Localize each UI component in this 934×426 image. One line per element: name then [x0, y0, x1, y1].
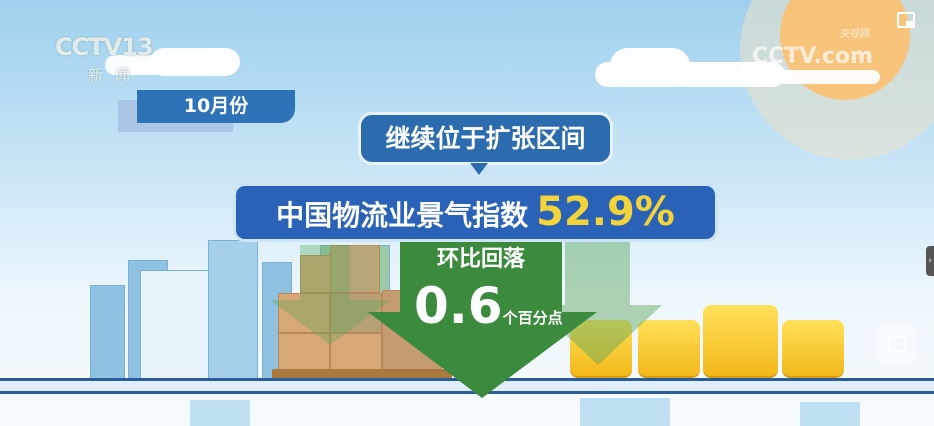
index-label: 中国物流业景气指数	[276, 199, 529, 232]
cargo-box	[330, 245, 380, 293]
building	[190, 400, 250, 426]
coin-stack	[782, 320, 844, 378]
cloud	[750, 70, 880, 84]
coin-stack	[638, 320, 700, 378]
cargo-box	[330, 333, 382, 371]
month-badge: 10月份	[137, 90, 295, 123]
change-value-group: 0.6个百分点	[410, 280, 580, 344]
bubble-tail	[470, 163, 488, 175]
screen-cast-icon[interactable]	[897, 12, 915, 28]
coin-stack	[703, 305, 778, 378]
picture-in-picture-icon[interactable]	[878, 326, 916, 364]
cloud	[150, 48, 240, 76]
coin-stack	[570, 320, 632, 378]
index-value: 52.9%	[536, 189, 675, 235]
cargo-box	[278, 333, 330, 371]
cloud	[610, 48, 690, 83]
down-arrow	[368, 240, 597, 398]
change-unit: 个百分点	[502, 309, 563, 327]
watermark-cn: 央视网	[840, 29, 870, 40]
side-panel-arrow-icon[interactable]: ›	[926, 246, 934, 276]
logo-subtitle: 新闻	[88, 66, 143, 84]
change-label: 环比回落	[436, 247, 525, 272]
building	[208, 240, 258, 380]
watermark: CCTV.com	[752, 44, 873, 69]
building	[800, 402, 860, 426]
building	[580, 398, 670, 426]
pallet	[272, 369, 452, 379]
cctv13-logo: CCTV13	[55, 33, 154, 61]
change-value: 0.6	[414, 277, 503, 335]
faded-arrow-left	[270, 245, 390, 345]
cargo-box	[278, 293, 330, 333]
index-banner: 中国物流业景气指数 52.9%	[233, 183, 718, 242]
